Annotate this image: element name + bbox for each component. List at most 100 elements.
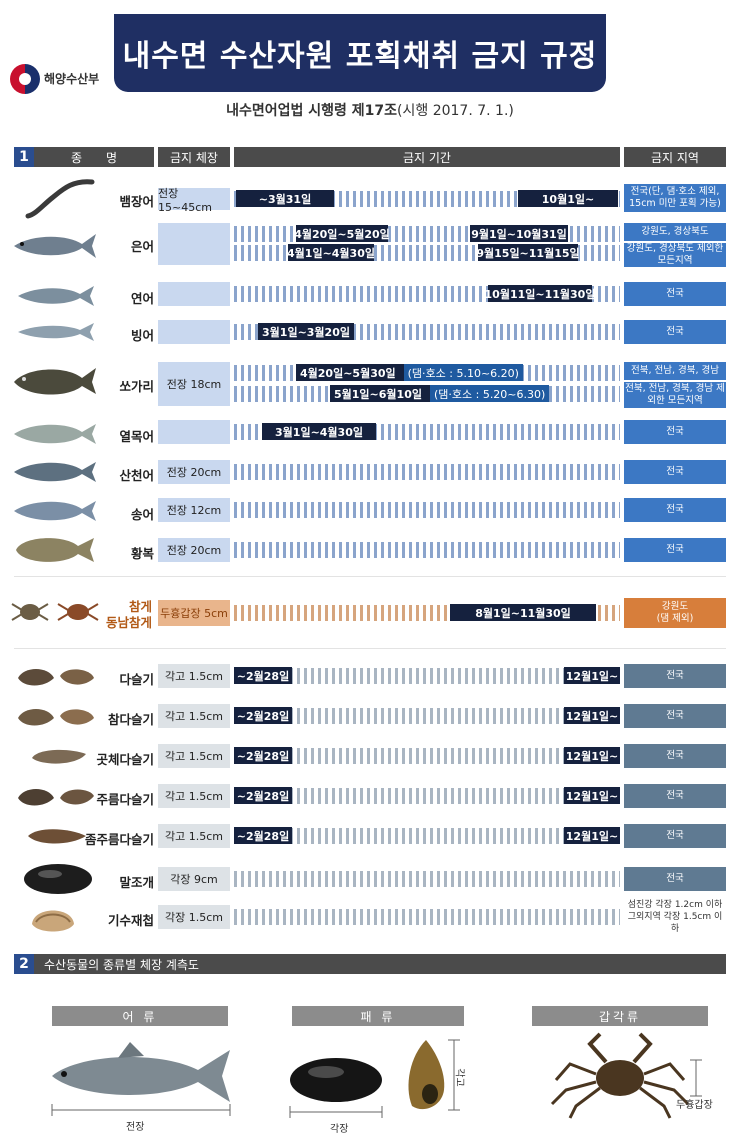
size-limit: 각고 1.5cm: [158, 824, 230, 848]
period-bar: 3월1일~4월30일: [262, 423, 376, 440]
ministry-name: 해양수산부: [44, 72, 100, 86]
subtitle-law: 내수면어업법 시행령 제17조: [226, 103, 398, 119]
species-name: 좀주름다슬기: [84, 832, 154, 847]
period-bar: 8월1일~11월30일: [450, 604, 596, 621]
period-track: [234, 502, 620, 518]
title-banner: 내수면 수산자원 포획채취 금지 규정: [114, 14, 606, 92]
period-bar: ~2월28일: [234, 787, 292, 804]
size-limit: 두흉갑장 5cm: [158, 600, 230, 626]
category-fish: 어 류: [52, 1006, 228, 1026]
size-limit: 각장 9cm: [158, 867, 230, 891]
category-crustacean: 갑각류: [532, 1006, 708, 1026]
area-line: 강원도: [661, 601, 689, 612]
period-bar: 12월1일~: [564, 827, 620, 844]
period-track: [234, 464, 620, 480]
period-bar: 12월1일~: [564, 707, 620, 724]
freshwater-mussel-icon: [24, 864, 92, 894]
period-note: (댐·호소 : 5.20~6.30): [429, 385, 550, 402]
species-name: 은어: [130, 239, 154, 254]
period-track: [234, 909, 620, 925]
period-range: 4월20일~5월30일: [300, 366, 396, 380]
period-track: [234, 788, 620, 804]
column-header-species: 종 명: [34, 147, 154, 167]
measure-label: 전장: [126, 1122, 145, 1133]
mandarin-fish-icon: [14, 368, 96, 395]
area-cell: 전국: [624, 867, 726, 891]
species-name: 참다슬기: [107, 712, 154, 727]
measure-label: 각고: [453, 1068, 465, 1087]
crab-icon: [11, 603, 99, 621]
smelt-icon: [18, 323, 94, 341]
area-cell: 전국: [624, 538, 726, 562]
species-name: 참게: [128, 599, 152, 614]
trout-icon: [14, 501, 96, 521]
period-bar: 12월1일~: [564, 667, 620, 684]
species-name: 주름다슬기: [96, 792, 154, 807]
period-bar: 5월1일~6월10일 (댐·호소 : 5.20~6.30): [330, 385, 550, 402]
period-bar: ~2월28일: [234, 827, 292, 844]
subtitle-date: (시행 2017. 7. 1.): [397, 103, 514, 119]
species-name: 열목어: [119, 429, 154, 444]
size-limit: [158, 420, 230, 444]
area-cell: 전국: [624, 320, 726, 344]
period-bar: 9월1일~10월31일: [470, 225, 568, 242]
period-bar: 10월1일~: [518, 190, 618, 207]
column-header-period: 금지 기간: [234, 147, 620, 167]
species-name: 다슬기: [119, 672, 154, 687]
fish-measure-icon: [51, 1042, 231, 1116]
section-number: 2: [14, 954, 34, 974]
period-bar: 12월1일~: [564, 787, 620, 804]
area-line: 섬진강 각장 1.2cm 이하: [627, 900, 723, 910]
area-cell: 전국: [624, 824, 726, 848]
period-bar: ~3월31일: [236, 190, 334, 207]
size-limit: 전장 12cm: [158, 498, 230, 522]
period-range: 5월1일~6월10일: [334, 387, 422, 401]
area-cell: 전국: [624, 664, 726, 688]
period-bar: 4월1일~4월30일: [287, 244, 375, 261]
species-name: 연어: [130, 291, 154, 306]
page-title: 내수면 수산자원 포획채취 금지 규정: [122, 39, 598, 74]
species-name: 빙어: [130, 328, 154, 343]
eel-icon: [25, 179, 95, 219]
section-title: 수산동물의 종류별 체장 계측도: [14, 954, 726, 974]
period-note: (댐·호소 : 5.10~6.20): [403, 364, 523, 381]
species-name: 쏘가리: [119, 379, 154, 394]
cherry-salmon-icon: [14, 462, 96, 482]
area-cell: 전국: [624, 784, 726, 808]
period-bar: 4월20일~5월30일 (댐·호소 : 5.10~6.20): [296, 364, 523, 381]
period-bar: 4월20일~5월20일: [294, 225, 390, 242]
species-name: 동남참게: [105, 615, 152, 630]
area-line: (댐 제외): [656, 613, 694, 624]
period-track: [234, 708, 620, 724]
size-limit: [158, 223, 230, 265]
category-shellfish: 패 류: [292, 1006, 464, 1026]
ministry-logo-icon: [10, 64, 40, 94]
area-cell: 섬진강 각장 1.2cm 이하 그외지역 각장 1.5cm 이하: [624, 900, 726, 934]
marsh-snail-icon: [28, 829, 86, 844]
divider: [14, 576, 726, 577]
crab-measure-icon: [550, 1032, 702, 1119]
period-track: [234, 668, 620, 684]
size-limit: 전장 18cm: [158, 362, 230, 406]
area-cell: 전북, 전남, 경북, 경남 제외한 모든지역: [624, 382, 726, 408]
species-name: 뱀장어: [119, 194, 154, 209]
size-limit: [158, 282, 230, 306]
period-bar: 10월11일~11월30일: [485, 285, 595, 302]
period-track: [234, 542, 620, 558]
pufferfish-icon: [16, 538, 94, 562]
size-limit: 전장 15~45cm: [158, 187, 230, 214]
period-bar: ~2월28일: [234, 667, 292, 684]
species-name: 송어: [130, 507, 154, 522]
area-cell: 전국(단, 댐·호소 제외, 15cm 미만 포획 가능): [624, 184, 726, 212]
species-name: 황복: [130, 546, 154, 561]
marsh-snail-icon: [18, 709, 94, 726]
marsh-snail-icon: [18, 669, 94, 686]
sweetfish-icon: [14, 234, 96, 258]
size-limit: [158, 320, 230, 344]
size-limit: 각장 1.5cm: [158, 905, 230, 929]
marsh-snail-icon: [32, 749, 86, 764]
page-subtitle: 내수면어업법 시행령 제17조(시행 2017. 7. 1.): [0, 100, 740, 120]
marsh-snail-icon: [18, 789, 94, 806]
area-line: 그외지역 각장 1.5cm 이하: [627, 912, 723, 934]
area-cell: 강원도, 경상북도: [624, 223, 726, 241]
